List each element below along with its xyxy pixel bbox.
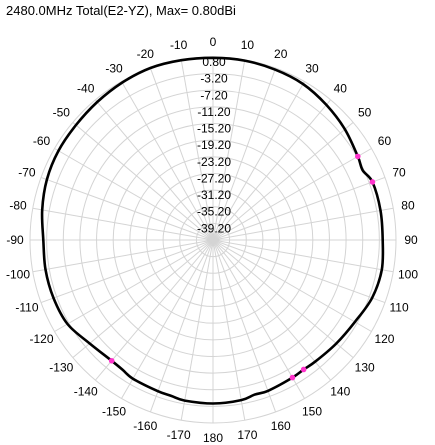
radial-tick-label: -7.20 [200,88,228,102]
grid-spoke [212,59,246,241]
angle-tick-label: 0 [210,35,217,49]
angle-tick-label: -130 [49,360,73,374]
grid-spokes [30,57,396,423]
radial-tick-label: -35.20 [197,205,231,219]
angle-tick-label: 90 [404,233,418,247]
radial-tick-label: -39.20 [197,221,231,235]
chart-title: 2480.0MHz Total(E2-YZ), Max= 0.80dBi [6,3,236,18]
grid-spoke [180,59,214,241]
radial-tick-label: -27.20 [197,171,231,185]
series-line [40,56,385,405]
grid-spoke [40,239,214,304]
angle-tick-label: 130 [355,360,375,374]
data-marker [300,366,307,373]
radial-tick-label: -19.20 [197,138,231,152]
angle-tick-label: 60 [378,134,392,148]
grid-spoke [149,67,214,241]
grid-spoke [212,239,332,381]
angle-tick-label: 140 [330,385,350,399]
angle-tick-label: -100 [6,267,30,281]
radial-tick-label: -15.20 [197,122,231,136]
angle-tick-label: -150 [102,404,126,418]
data-marker [108,357,115,364]
grid-spoke [212,81,305,241]
grid-spoke [121,81,214,241]
grid-spoke [72,121,214,241]
grid-spoke [94,99,214,241]
angle-tick-label: -110 [15,301,38,315]
radial-tick-label: -11.20 [197,105,230,119]
data-marker [369,179,376,185]
grid-spoke [32,239,214,273]
angle-tick-label: 180 [203,431,223,445]
angle-tick-label: 20 [274,47,288,61]
angle-tick-label: 80 [401,199,415,213]
radial-tick-label: -3.20 [200,72,228,86]
angle-tick-label: -160 [133,419,157,433]
angle-tick-label: -90 [6,233,24,247]
angle-tick-label: -40 [77,81,95,95]
angle-tick-label: 70 [392,165,406,179]
radial-labels: 0.80-3.20-7.20-11.20-15.20-19.20-23.20-2… [197,55,231,235]
angle-tick-label: 110 [389,301,408,315]
angle-tick-label: -10 [170,38,188,52]
grid-spoke [40,176,214,241]
data-marker [354,153,361,160]
grid-spoke [180,239,214,421]
angle-tick-label: 40 [334,81,348,95]
marker-layer [108,153,376,381]
angle-tick-label: -120 [30,332,54,346]
angle-tick-label: 10 [241,38,255,52]
grid-spoke [212,67,277,241]
angle-tick-label: 30 [305,62,319,76]
angle-tick-label: -20 [137,47,155,61]
grid-spoke [212,148,372,241]
angle-tick-label: -30 [105,62,123,76]
angle-labels: 180-170-160-150-140-130-120-110-100-90-8… [6,35,418,445]
grid-spoke [212,207,394,241]
grid-spoke [54,148,214,241]
angle-tick-label: 50 [358,106,372,120]
grid-spoke [212,239,354,359]
angle-tick-label: 150 [302,404,322,418]
grid-spoke [72,239,214,359]
angle-tick-label: 170 [237,428,257,442]
grid-spoke [212,239,394,273]
grid-spoke [212,121,354,241]
grid-spoke [212,239,305,399]
grid-spoke [212,176,386,241]
angle-tick-label: -50 [53,106,71,120]
angle-tick-label: -140 [74,385,98,399]
angle-tick-label: 160 [271,419,291,433]
radial-tick-label: -31.20 [197,188,231,202]
angle-tick-label: -70 [18,165,36,179]
angle-tick-label: -60 [33,134,51,148]
grid-spoke [212,99,332,241]
grid-spoke [94,239,214,381]
grid-spoke [212,239,246,421]
grid-spoke [212,239,372,332]
angle-tick-label: 100 [398,267,418,281]
grid-spoke [121,239,214,399]
data-marker [289,374,296,381]
grid-spoke [54,239,214,332]
grid-spoke [212,239,277,413]
angle-tick-label: 120 [374,332,394,346]
series-layer [40,56,385,405]
radial-tick-label: -23.20 [197,155,231,169]
angle-tick-label: -170 [167,428,191,442]
grid-spoke [32,207,214,241]
angle-tick-label: -80 [9,199,27,213]
grid-spoke [149,239,214,413]
grid-spoke [212,239,386,304]
